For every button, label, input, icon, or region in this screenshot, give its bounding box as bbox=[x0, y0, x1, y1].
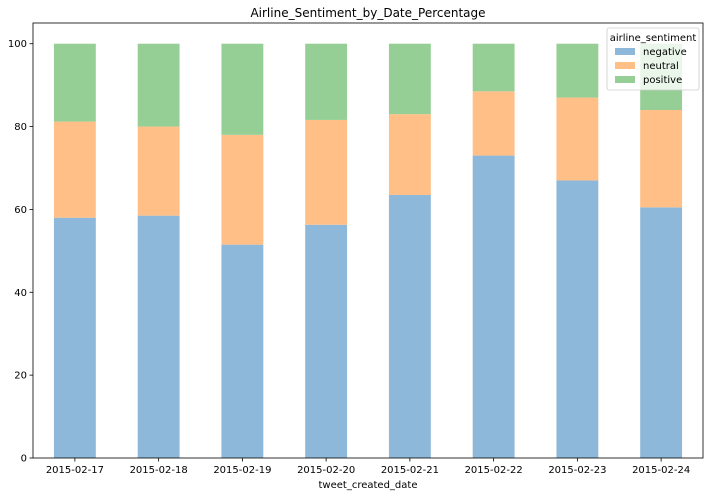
bar-positive-2015-02-19 bbox=[221, 43, 264, 135]
y-tick-label: 80 bbox=[14, 122, 27, 133]
y-tick-label: 0 bbox=[21, 454, 27, 465]
legend-items: negative neutral positive bbox=[615, 47, 687, 86]
bar-neutral-2015-02-22 bbox=[472, 91, 515, 156]
bar-neutral-2015-02-19 bbox=[221, 134, 264, 245]
x-tick-label: 2015-02-21 bbox=[381, 465, 439, 476]
bar-positive-2015-02-18 bbox=[137, 43, 180, 127]
bar-negative-2015-02-23 bbox=[556, 180, 599, 458]
legend-swatch-neutral bbox=[615, 62, 635, 69]
bar-negative-2015-02-21 bbox=[388, 194, 431, 458]
y-tick-label: 20 bbox=[14, 371, 27, 382]
legend-swatch-negative bbox=[615, 48, 635, 55]
y-axis-ticks: 0 20 40 60 80 100 bbox=[8, 39, 33, 465]
plot-frame bbox=[32, 22, 704, 459]
bar-neutral-2015-02-18 bbox=[137, 126, 180, 216]
x-axis-label: tweet_created_date bbox=[319, 480, 418, 491]
bar-neutral-2015-02-24 bbox=[640, 110, 683, 208]
x-tick-label: 2015-02-24 bbox=[632, 465, 690, 476]
bar-negative-2015-02-19 bbox=[221, 244, 264, 458]
legend: airline_sentiment negative neutral positiv… bbox=[606, 27, 700, 91]
bar-positive-2015-02-20 bbox=[305, 43, 348, 120]
x-axis-ticks: 2015-02-17 2015-02-18 2015-02-19 2015-02-20… bbox=[46, 458, 690, 476]
bar-positive-2015-02-23 bbox=[556, 43, 599, 98]
legend-label-positive: positive bbox=[643, 75, 682, 86]
x-tick-label: 2015-02-18 bbox=[130, 465, 188, 476]
bar-positive-2015-02-21 bbox=[388, 43, 431, 115]
bars-group bbox=[53, 43, 683, 458]
bar-negative-2015-02-20 bbox=[305, 224, 348, 458]
legend-swatch-positive bbox=[615, 76, 635, 83]
legend-title: airline_sentiment bbox=[610, 33, 697, 44]
legend-label-neutral: neutral bbox=[643, 61, 679, 72]
bar-neutral-2015-02-20 bbox=[305, 119, 348, 225]
x-tick-label: 2015-02-22 bbox=[465, 465, 523, 476]
x-tick-label: 2015-02-19 bbox=[213, 465, 271, 476]
x-tick-label: 2015-02-17 bbox=[46, 465, 104, 476]
bar-negative-2015-02-22 bbox=[472, 155, 515, 458]
bar-negative-2015-02-17 bbox=[53, 217, 96, 458]
bar-neutral-2015-02-23 bbox=[556, 97, 599, 181]
x-tick-label: 2015-02-20 bbox=[297, 465, 355, 476]
x-tick-label: 2015-02-23 bbox=[548, 465, 606, 476]
bar-negative-2015-02-24 bbox=[640, 207, 683, 458]
axes-group bbox=[32, 22, 704, 459]
bar-neutral-2015-02-17 bbox=[53, 121, 96, 218]
bar-negative-2015-02-18 bbox=[137, 215, 180, 458]
legend-label-negative: negative bbox=[643, 47, 687, 58]
legend-box bbox=[606, 27, 700, 91]
bar-positive-2015-02-17 bbox=[53, 43, 96, 122]
y-tick-label: 40 bbox=[14, 288, 27, 299]
bar-positive-2015-02-22 bbox=[472, 43, 515, 92]
y-tick-label: 60 bbox=[14, 205, 27, 216]
y-tick-label: 100 bbox=[8, 39, 27, 50]
chart-title: Airline_Sentiment_by_Date_Percentage bbox=[250, 6, 485, 20]
bar-neutral-2015-02-21 bbox=[388, 114, 431, 195]
